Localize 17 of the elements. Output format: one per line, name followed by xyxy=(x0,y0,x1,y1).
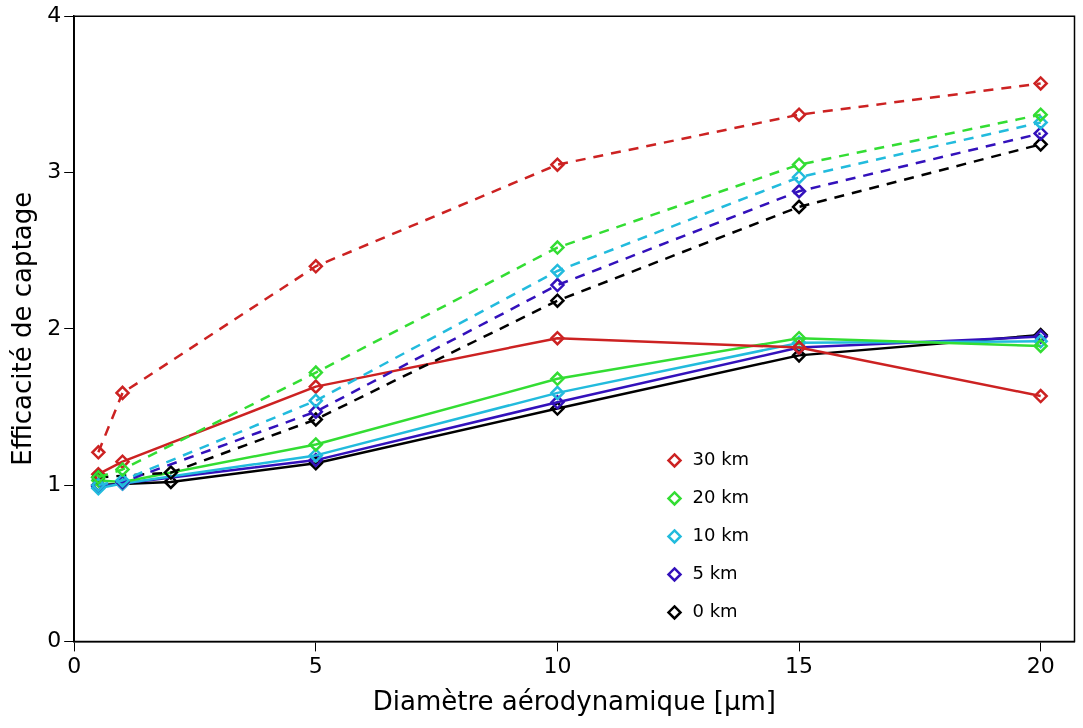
y-tick-label: 2 xyxy=(47,314,62,340)
x-tick-label: 10 xyxy=(543,653,572,679)
x-tick-label: 5 xyxy=(308,653,323,679)
y-axis-title: Efficacité de captage xyxy=(7,191,38,466)
legend-label: 20 km xyxy=(692,486,750,508)
x-axis-title: Diamètre aérodynamique [µm] xyxy=(372,686,776,717)
legend-label: 10 km xyxy=(692,524,750,546)
legend-label: 5 km xyxy=(692,562,738,584)
y-tick-label: 1 xyxy=(47,470,62,496)
x-tick-label: 15 xyxy=(785,653,814,679)
y-tick-label: 4 xyxy=(47,1,62,27)
x-tick-label: 0 xyxy=(67,653,82,679)
legend-label: 0 km xyxy=(692,600,738,622)
y-tick-label: 3 xyxy=(47,158,62,184)
x-tick-label: 20 xyxy=(1026,653,1055,679)
y-tick-label: 0 xyxy=(47,627,62,653)
legend-label: 30 km xyxy=(692,448,750,470)
